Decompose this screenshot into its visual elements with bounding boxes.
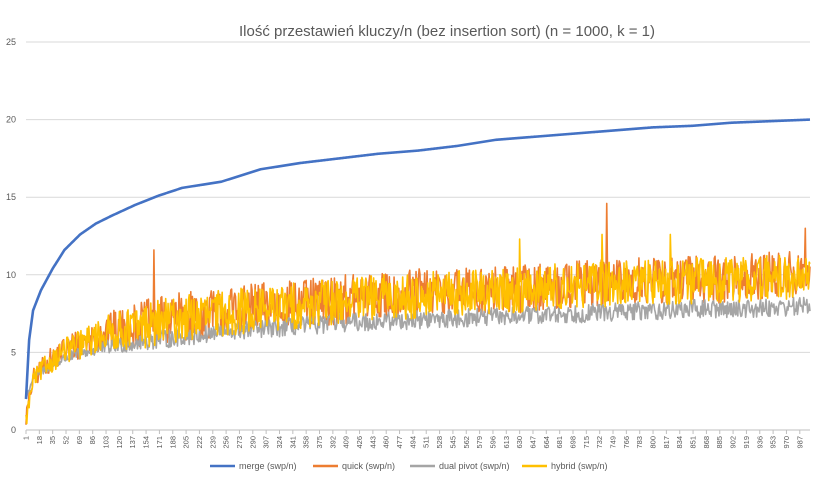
legend: merge (swp/n) quick (swp/n) dual pivot (sw… — [210, 461, 608, 471]
x-tick-label: 647 — [528, 436, 537, 449]
x-tick-label: 358 — [302, 436, 311, 449]
y-axis-ticks: 0 5 10 15 20 25 — [6, 37, 16, 435]
x-tick-label: 715 — [582, 436, 591, 449]
x-tick-label: 613 — [502, 436, 511, 449]
x-tick-label: 256 — [222, 436, 231, 449]
x-tick-label: 273 — [235, 436, 244, 449]
x-tick-label: 477 — [395, 436, 404, 449]
x-tick-label: 562 — [462, 436, 471, 449]
chart-title: Ilość przestawień kluczy/n (bez insertio… — [239, 23, 655, 40]
x-tick-label: 545 — [448, 436, 457, 449]
x-tick-label: 137 — [128, 436, 137, 449]
legend-label: merge (swp/n) — [239, 461, 297, 471]
legend-label: hybrid (swp/n) — [551, 461, 608, 471]
x-tick-label: 817 — [662, 436, 671, 449]
y-tick-label: 20 — [6, 115, 16, 125]
x-tick-label: 851 — [689, 436, 698, 449]
legend-label: quick (swp/n) — [342, 461, 395, 471]
y-tick-label: 5 — [11, 347, 16, 357]
x-tick-label: 52 — [62, 436, 71, 444]
x-tick-label: 664 — [542, 436, 551, 449]
x-tick-label: 443 — [368, 436, 377, 449]
x-tick-label: 460 — [382, 436, 391, 449]
x-tick-label: 409 — [342, 436, 351, 449]
x-tick-label: 154 — [142, 436, 151, 449]
x-tick-label: 749 — [609, 436, 618, 449]
series-line-dual-pivot — [25, 296, 811, 400]
x-tick-label: 69 — [75, 436, 84, 444]
y-tick-label: 15 — [6, 192, 16, 202]
x-tick-label: 970 — [782, 436, 791, 449]
x-tick-label: 86 — [88, 436, 97, 444]
x-tick-label: 783 — [635, 436, 644, 449]
x-tick-label: 392 — [328, 436, 337, 449]
x-tick-label: 120 — [115, 436, 124, 449]
x-tick-label: 222 — [195, 436, 204, 449]
y-tick-label: 10 — [6, 270, 16, 280]
x-tick-label: 953 — [769, 436, 778, 449]
x-tick-label: 732 — [595, 436, 604, 449]
x-tick-label: 18 — [35, 436, 44, 444]
x-tick-label: 290 — [248, 436, 257, 449]
x-tick-label: 800 — [649, 436, 658, 449]
x-tick-label: 528 — [435, 436, 444, 449]
x-tick-label: 103 — [102, 436, 111, 449]
x-tick-label: 341 — [288, 436, 297, 449]
x-tick-label: 579 — [475, 436, 484, 449]
x-tick-label: 375 — [315, 436, 324, 449]
x-tick-label: 35 — [48, 436, 57, 444]
x-tick-label: 171 — [155, 436, 164, 449]
x-axis-ticks: 1 18 35 52 69 86 103 120 137 154 171 188 205 222 239 25… — [22, 430, 804, 449]
series-lines — [24, 118, 811, 425]
x-tick-label: 494 — [408, 436, 417, 449]
x-tick-label: 426 — [355, 436, 364, 449]
x-tick-label: 511 — [422, 436, 431, 448]
x-tick-label: 936 — [755, 436, 764, 449]
gridlines — [26, 41, 810, 431]
x-tick-label: 885 — [715, 436, 724, 449]
x-tick-label: 307 — [262, 436, 271, 449]
y-tick-label: 0 — [11, 425, 16, 435]
x-tick-label: 698 — [568, 436, 577, 449]
x-tick-label: 919 — [742, 436, 751, 449]
x-tick-label: 987 — [795, 436, 804, 449]
x-tick-label: 205 — [182, 436, 191, 449]
x-tick-label: 834 — [675, 436, 684, 449]
x-tick-label: 596 — [488, 436, 497, 449]
x-tick-label: 324 — [275, 436, 284, 449]
y-tick-label: 25 — [6, 37, 16, 47]
series-line-merge — [24, 118, 811, 400]
x-tick-label: 902 — [729, 436, 738, 449]
legend-label: dual pivot (swp/n) — [439, 461, 510, 471]
x-tick-label: 868 — [702, 436, 711, 449]
x-tick-label: 1 — [22, 436, 31, 440]
series-line-hybrid — [25, 233, 811, 425]
x-tick-label: 681 — [555, 436, 564, 449]
x-tick-label: 188 — [168, 436, 177, 449]
x-tick-label: 766 — [622, 436, 631, 449]
x-tick-label: 630 — [515, 436, 524, 449]
x-tick-label: 239 — [208, 436, 217, 449]
